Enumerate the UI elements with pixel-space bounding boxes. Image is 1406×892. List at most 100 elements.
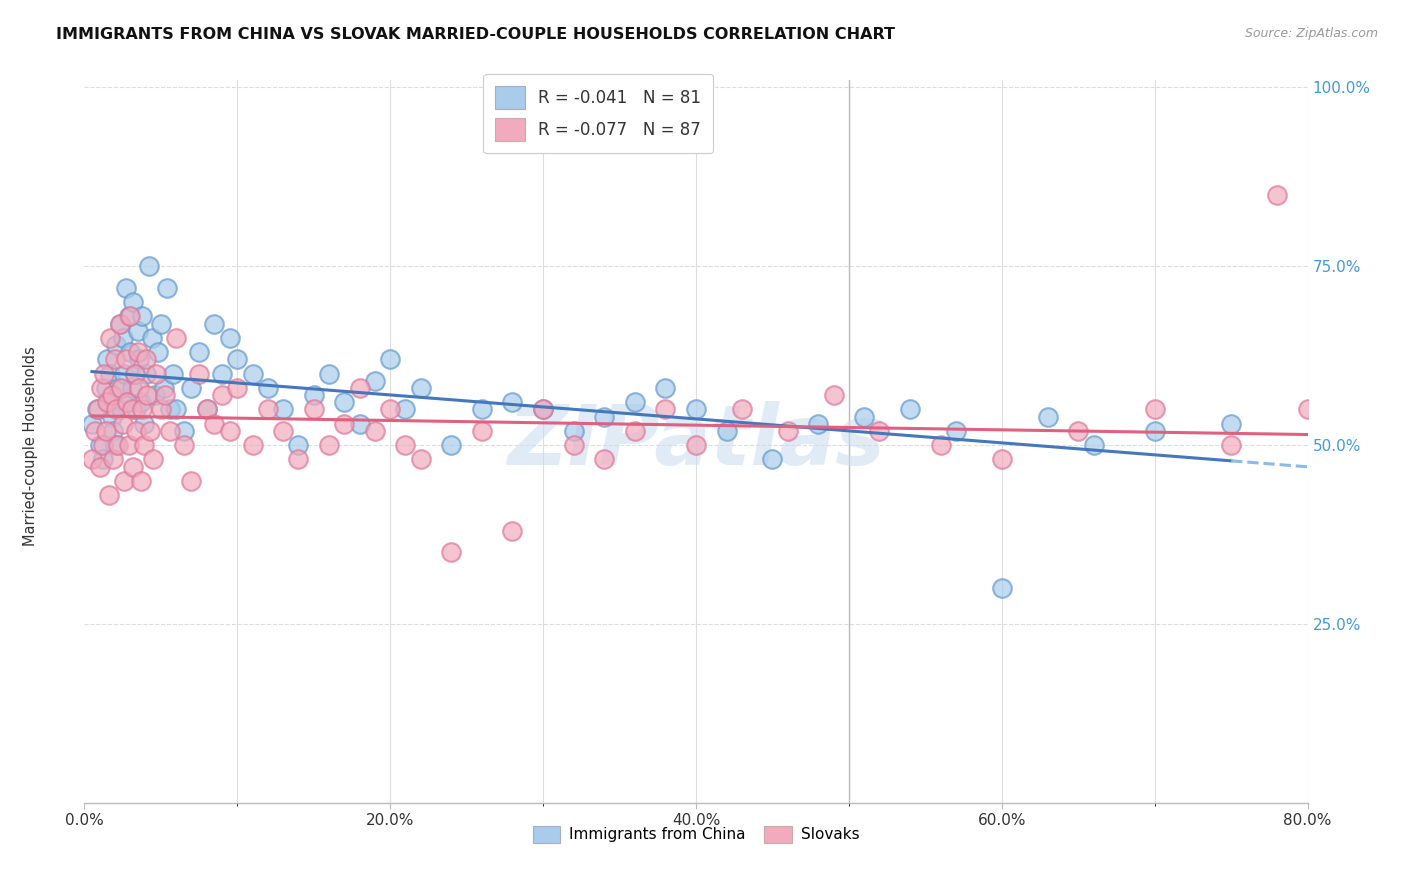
Point bbox=[202, 417, 225, 431]
Point bbox=[562, 438, 585, 452]
Point bbox=[89, 438, 111, 452]
Point bbox=[80, 452, 103, 467]
Point bbox=[409, 381, 432, 395]
Point bbox=[531, 402, 554, 417]
Point bbox=[380, 402, 402, 417]
Point bbox=[107, 438, 129, 452]
Point bbox=[624, 424, 647, 438]
Point bbox=[349, 381, 371, 395]
Point bbox=[118, 310, 141, 324]
Point bbox=[87, 402, 110, 417]
Point bbox=[898, 402, 921, 417]
Point bbox=[593, 452, 616, 467]
Point bbox=[257, 381, 280, 395]
Point bbox=[271, 424, 294, 438]
Point bbox=[716, 424, 738, 438]
Point bbox=[120, 345, 142, 359]
Point bbox=[115, 395, 138, 409]
Point bbox=[80, 417, 103, 431]
Point bbox=[287, 452, 309, 467]
Point bbox=[1312, 438, 1334, 452]
Point bbox=[165, 402, 187, 417]
Point bbox=[90, 381, 112, 395]
Point bbox=[1220, 417, 1243, 431]
Point bbox=[127, 324, 149, 338]
Point bbox=[562, 424, 585, 438]
Point bbox=[180, 474, 202, 488]
Point bbox=[122, 459, 145, 474]
Point bbox=[162, 367, 184, 381]
Point bbox=[115, 395, 138, 409]
Point bbox=[136, 388, 159, 402]
Point bbox=[159, 402, 181, 417]
Point bbox=[188, 345, 211, 359]
Point bbox=[218, 331, 240, 345]
Text: Source: ZipAtlas.com: Source: ZipAtlas.com bbox=[1244, 27, 1378, 40]
Point bbox=[96, 395, 118, 409]
Point bbox=[333, 395, 356, 409]
Point bbox=[132, 438, 155, 452]
Point bbox=[128, 352, 150, 367]
Point bbox=[94, 424, 117, 438]
Point bbox=[141, 331, 163, 345]
Point bbox=[121, 381, 143, 395]
Point bbox=[991, 452, 1014, 467]
Point bbox=[145, 367, 167, 381]
Point bbox=[142, 452, 165, 467]
Point bbox=[440, 545, 463, 559]
Point bbox=[226, 352, 249, 367]
Point bbox=[121, 402, 143, 417]
Point bbox=[125, 424, 148, 438]
Point bbox=[394, 438, 416, 452]
Point bbox=[1036, 409, 1059, 424]
Point bbox=[110, 381, 132, 395]
Point bbox=[149, 317, 172, 331]
Point bbox=[731, 402, 754, 417]
Point bbox=[776, 424, 799, 438]
Point bbox=[118, 438, 141, 452]
Point bbox=[114, 352, 136, 367]
Point bbox=[318, 438, 340, 452]
Point bbox=[135, 352, 157, 367]
Point bbox=[654, 402, 676, 417]
Point bbox=[409, 452, 432, 467]
Point bbox=[112, 367, 135, 381]
Point bbox=[807, 417, 830, 431]
Point bbox=[153, 381, 176, 395]
Point bbox=[380, 352, 402, 367]
Point bbox=[114, 281, 136, 295]
Point bbox=[853, 409, 876, 424]
Point bbox=[364, 424, 387, 438]
Point bbox=[257, 402, 280, 417]
Point bbox=[96, 352, 118, 367]
Point bbox=[685, 438, 707, 452]
Point bbox=[101, 409, 124, 424]
Point bbox=[124, 367, 146, 381]
Point bbox=[129, 395, 152, 409]
Point bbox=[394, 402, 416, 417]
Point bbox=[91, 438, 114, 452]
Point bbox=[1143, 402, 1166, 417]
Point bbox=[869, 424, 891, 438]
Point bbox=[135, 367, 157, 381]
Point bbox=[242, 367, 264, 381]
Point bbox=[945, 424, 967, 438]
Point bbox=[302, 388, 325, 402]
Point bbox=[101, 388, 124, 402]
Point bbox=[195, 402, 218, 417]
Point bbox=[124, 367, 146, 381]
Point bbox=[349, 417, 371, 431]
Point bbox=[127, 345, 149, 359]
Point bbox=[654, 381, 676, 395]
Point bbox=[593, 409, 616, 424]
Point bbox=[195, 402, 218, 417]
Point bbox=[318, 367, 340, 381]
Point bbox=[105, 402, 128, 417]
Point bbox=[202, 317, 225, 331]
Point bbox=[165, 331, 187, 345]
Point bbox=[138, 260, 160, 274]
Point bbox=[94, 381, 117, 395]
Point bbox=[685, 402, 707, 417]
Text: Married-couple Households: Married-couple Households bbox=[24, 346, 38, 546]
Point bbox=[180, 381, 202, 395]
